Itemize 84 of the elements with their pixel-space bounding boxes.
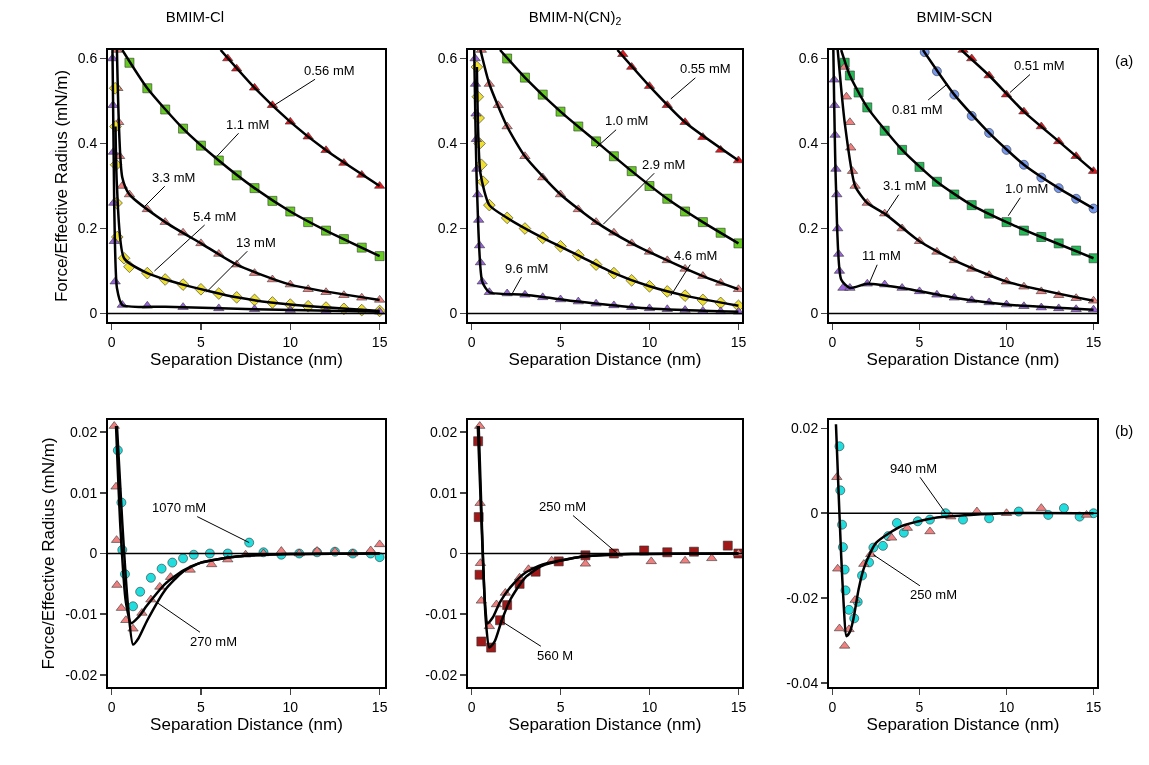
y-tick-label: -0.02 bbox=[786, 589, 819, 606]
y-tick-label: 0.02 bbox=[69, 424, 98, 441]
annotation: 560 M bbox=[537, 648, 574, 663]
annotation: 270 mM bbox=[190, 634, 237, 649]
y-tick-label: 0.4 bbox=[437, 135, 458, 152]
y-axis-title: Force/Effective Radius (mN/m) bbox=[39, 437, 59, 670]
x-tick-label: 5 bbox=[556, 333, 565, 350]
x-tick-label: 10 bbox=[282, 333, 299, 350]
x-axis-title: Separation Distance (nm) bbox=[508, 349, 702, 369]
annotation: 250 mM bbox=[539, 499, 586, 514]
chart-title: BMIM-N(CN)$_{2}$ bbox=[528, 7, 622, 28]
x-tick-label: 10 bbox=[282, 698, 299, 715]
y-tick-label: 0.02 bbox=[429, 424, 458, 441]
y-tick-label: 0.01 bbox=[69, 484, 98, 501]
y-tick-label: 0 bbox=[89, 305, 98, 322]
y-tick-label: 0 bbox=[810, 305, 819, 322]
annotation: 0.56 mM bbox=[304, 63, 355, 78]
text: (b) bbox=[1115, 422, 1134, 439]
x-tick-label: 5 bbox=[915, 333, 924, 350]
y-tick-label: 0 bbox=[89, 545, 98, 562]
text: (a) bbox=[1115, 52, 1134, 69]
y-tick-label: 0.2 bbox=[437, 220, 458, 237]
annotation: 11 mM bbox=[862, 248, 901, 263]
x-tick-label: 0 bbox=[467, 333, 476, 350]
y-tick-label: -0.01 bbox=[425, 606, 458, 623]
x-tick-label: 5 bbox=[197, 333, 206, 350]
x-axis-title: Separation Distance (nm) bbox=[150, 714, 343, 734]
x-tick-label: 5 bbox=[915, 698, 924, 715]
y-tick-label: 0.4 bbox=[77, 135, 98, 152]
chart-title: BMIM-Cl bbox=[165, 7, 225, 25]
annotation: 250 mM bbox=[910, 587, 957, 602]
annotation: 1.1 mM bbox=[226, 117, 270, 132]
y-tick-label: -0.04 bbox=[786, 674, 819, 691]
annotation: 2.9 mM bbox=[642, 157, 686, 172]
y-tick-label: 0.6 bbox=[437, 50, 458, 67]
y-tick-label: 0.02 bbox=[790, 420, 819, 437]
x-tick-label: 15 bbox=[730, 333, 747, 350]
y-tick-label: 0.6 bbox=[798, 50, 819, 67]
annotation: 9.6 mM bbox=[505, 261, 549, 276]
x-tick-label: 10 bbox=[998, 698, 1015, 715]
y-axis-title: Force/Effective Radius (mN/m) bbox=[51, 69, 71, 303]
x-tick-label: 0 bbox=[828, 333, 837, 350]
annotation: 1070 mM bbox=[152, 500, 207, 515]
annotation: 0.81 mM bbox=[892, 102, 943, 117]
annotation: 13 mM bbox=[236, 235, 276, 250]
annotation: 0.55 mM bbox=[680, 61, 731, 76]
y-tick-label: 0.2 bbox=[798, 220, 819, 237]
y-tick-label: 0 bbox=[449, 305, 458, 322]
annotation: 1.0 mM bbox=[1005, 181, 1049, 196]
x-tick-label: 15 bbox=[1085, 698, 1102, 715]
x-tick-label: 15 bbox=[1085, 333, 1102, 350]
x-tick-label: 0 bbox=[828, 698, 837, 715]
x-tick-label: 10 bbox=[641, 333, 658, 350]
y-tick-label: 0.4 bbox=[798, 135, 819, 152]
x-axis-title: Separation Distance (nm) bbox=[866, 349, 1060, 369]
x-tick-label: 15 bbox=[371, 698, 388, 715]
x-tick-label: 10 bbox=[641, 698, 658, 715]
annotation: 3.3 mM bbox=[152, 170, 196, 185]
y-tick-label: 0.6 bbox=[77, 50, 98, 67]
x-tick-label: 0 bbox=[107, 698, 116, 715]
annotation: 3.1 mM bbox=[883, 178, 927, 193]
x-axis-title: Separation Distance (nm) bbox=[866, 714, 1060, 734]
y-tick-label: 0.01 bbox=[429, 484, 458, 501]
y-tick-label: 0 bbox=[449, 545, 458, 562]
x-axis-title: Separation Distance (nm) bbox=[508, 714, 702, 734]
x-tick-label: 15 bbox=[730, 698, 747, 715]
x-tick-label: 10 bbox=[998, 333, 1015, 350]
annotation: 1.0 mM bbox=[605, 113, 649, 128]
x-tick-label: 5 bbox=[197, 698, 206, 715]
x-tick-label: 15 bbox=[371, 333, 388, 350]
y-tick-label: -0.01 bbox=[65, 606, 98, 623]
annotation: 940 mM bbox=[890, 461, 937, 476]
x-axis-title: Separation Distance (nm) bbox=[150, 349, 343, 369]
annotation: 0.51 mM bbox=[1014, 58, 1065, 73]
annotation: 5.4 mM bbox=[193, 209, 237, 224]
y-tick-label: 0.2 bbox=[77, 220, 98, 237]
y-tick-label: 0 bbox=[810, 505, 819, 522]
x-tick-label: 0 bbox=[107, 333, 116, 350]
y-tick-label: -0.02 bbox=[65, 666, 98, 683]
x-tick-label: 0 bbox=[467, 698, 476, 715]
annotation: 4.6 mM bbox=[674, 248, 718, 263]
y-tick-label: -0.02 bbox=[425, 666, 458, 683]
x-tick-label: 5 bbox=[556, 698, 565, 715]
chart-title: BMIM-SCN bbox=[916, 7, 993, 25]
